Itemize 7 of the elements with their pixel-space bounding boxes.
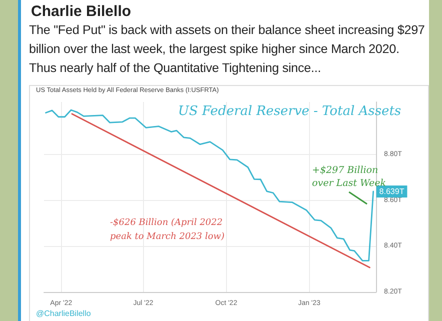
annotation: +$297 Billion over Last Week [312, 164, 386, 189]
data-label: 8.639T [379, 187, 404, 196]
chart-subtitle: The "Fed Put" is back with assets on their balance sheet increasing $297 billion over the last week, the largest spike higher since March 2020. Thus nearly half of the Quantitative Tightening since... [29, 22, 426, 77]
text: @CharlieBilello [36, 309, 91, 318]
annotation: -$626 Billion (April 2022 peak to March 2023 low) [110, 217, 226, 244]
chart-title: Charlie Bilello [31, 3, 132, 20]
annotation: US Federal Reserve - Total Assets [178, 104, 402, 119]
